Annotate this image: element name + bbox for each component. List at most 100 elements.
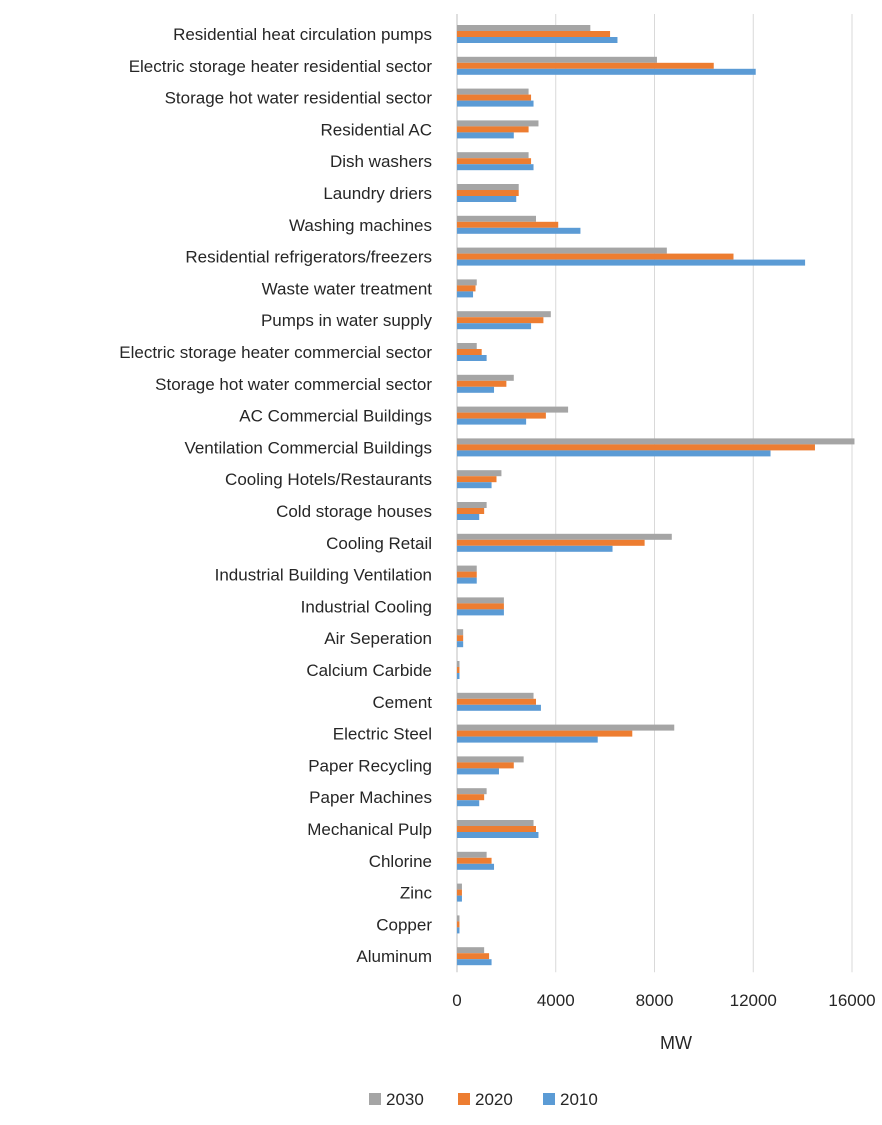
bar-2020 xyxy=(457,444,815,451)
bar-2030 xyxy=(457,56,657,63)
bar-2020 xyxy=(457,317,544,324)
category-label: Paper Recycling xyxy=(308,756,432,775)
bar-2030 xyxy=(457,756,524,763)
grid-layer xyxy=(456,14,853,973)
bar-2010 xyxy=(457,768,499,775)
bar-2020 xyxy=(457,667,460,673)
category-label: Storage hot water residential sector xyxy=(165,89,433,108)
bar-2020 xyxy=(457,794,485,801)
x-tick-label: 4000 xyxy=(537,991,575,1010)
bar-2010 xyxy=(457,673,460,679)
category-label: Residential refrigerators/freezers xyxy=(185,248,432,267)
bar-2020 xyxy=(457,190,519,196)
bar-2020 xyxy=(457,826,536,832)
category-labels: Residential heat circulation pumps Electr… xyxy=(119,25,432,966)
category-label: Laundry driers xyxy=(323,184,432,203)
legend: 2030 2020 2010 xyxy=(369,1090,598,1109)
category-label: Dish washers xyxy=(330,152,432,171)
bar-2010 xyxy=(457,641,464,648)
category-label: Chlorine xyxy=(369,852,432,871)
bar-2030 xyxy=(457,120,539,127)
bar-2030 xyxy=(457,374,514,381)
bar-2010 xyxy=(457,959,492,966)
legend-label: 2020 xyxy=(475,1090,513,1109)
bar-2020 xyxy=(457,31,611,37)
bar-2030 xyxy=(457,629,464,636)
bar-2030 xyxy=(457,597,504,604)
bar-2010 xyxy=(457,386,495,393)
bar-2020 xyxy=(457,730,633,737)
bar-2020 xyxy=(457,921,460,928)
bar-2010 xyxy=(457,577,477,584)
category-label: Cement xyxy=(372,693,432,712)
bar-2020 xyxy=(457,476,497,483)
bar-2010 xyxy=(457,37,618,43)
bar-2020 xyxy=(457,857,492,864)
bar-2010 xyxy=(457,704,541,711)
bar-2010 xyxy=(457,832,539,838)
bar-2010 xyxy=(457,545,613,552)
category-label: Washing machines xyxy=(289,216,432,235)
bar-2020 xyxy=(457,508,485,514)
bar-2020 xyxy=(457,698,536,705)
legend-swatch xyxy=(369,1093,381,1105)
bar-2010 xyxy=(457,514,480,520)
bar-2010 xyxy=(457,609,504,616)
bar-2020 xyxy=(457,762,514,769)
bar-2030 xyxy=(457,311,551,318)
legend-swatch xyxy=(543,1093,555,1105)
bar-2030 xyxy=(457,152,529,159)
bar-2030 xyxy=(457,533,672,540)
category-label: Air Seperation xyxy=(324,629,432,648)
category-label: Storage hot water commercial sector xyxy=(155,375,432,394)
bar-2030 xyxy=(457,25,591,31)
bar-2030 xyxy=(457,470,502,477)
bar-2020 xyxy=(457,285,476,292)
category-label: AC Commercial Buildings xyxy=(239,407,432,426)
bar-2020 xyxy=(457,349,482,355)
category-label: Paper Machines xyxy=(309,788,432,807)
category-label: Industrial Cooling xyxy=(301,597,432,616)
bar-2010 xyxy=(457,418,527,425)
category-label: Aluminum xyxy=(356,947,432,966)
bar-2010 xyxy=(457,100,534,107)
bar-2030 xyxy=(457,502,487,508)
bar-2020 xyxy=(457,380,507,387)
bar-2020 xyxy=(457,253,734,260)
bar-2010 xyxy=(457,863,495,870)
x-tick-label: 16000 xyxy=(828,991,875,1010)
bar-2010 xyxy=(457,164,534,171)
category-label: Electric Steel xyxy=(333,725,432,744)
bar-2010 xyxy=(457,482,492,489)
bar-2030 xyxy=(457,820,534,826)
bar-2020 xyxy=(457,635,464,642)
bar-2030 xyxy=(457,692,534,699)
bar-layer xyxy=(457,25,855,966)
x-tick-label: 12000 xyxy=(730,991,777,1010)
bar-2020 xyxy=(457,126,529,133)
category-label: Cooling Hotels/Restaurants xyxy=(225,470,432,489)
bar-2030 xyxy=(457,279,477,286)
bar-2020 xyxy=(457,94,532,101)
category-label: Copper xyxy=(376,915,432,934)
x-tick-label: 0 xyxy=(452,991,461,1010)
legend-swatch xyxy=(458,1093,470,1105)
bar-2030 xyxy=(457,438,855,445)
bar-2030 xyxy=(457,851,487,858)
bar-2030 xyxy=(457,406,569,413)
bar-2030 xyxy=(457,184,519,190)
bar-2010 xyxy=(457,291,474,298)
category-label: Pumps in water supply xyxy=(261,311,433,330)
category-label: Electric storage heater residential sect… xyxy=(129,57,433,76)
x-axis-title: MW xyxy=(660,1033,692,1053)
bar-2020 xyxy=(457,412,546,419)
bar-2010 xyxy=(457,800,480,807)
category-label: Ventilation Commercial Buildings xyxy=(184,438,432,457)
x-tick-labels: 0 4000 8000 12000 16000 xyxy=(452,991,875,1010)
bar-2010 xyxy=(457,323,532,330)
bar-2010 xyxy=(457,355,487,361)
category-label: Mechanical Pulp xyxy=(307,820,432,839)
bar-2010 xyxy=(457,227,581,234)
category-label: Industrial Building Ventilation xyxy=(215,566,432,585)
bar-2010 xyxy=(457,927,460,934)
